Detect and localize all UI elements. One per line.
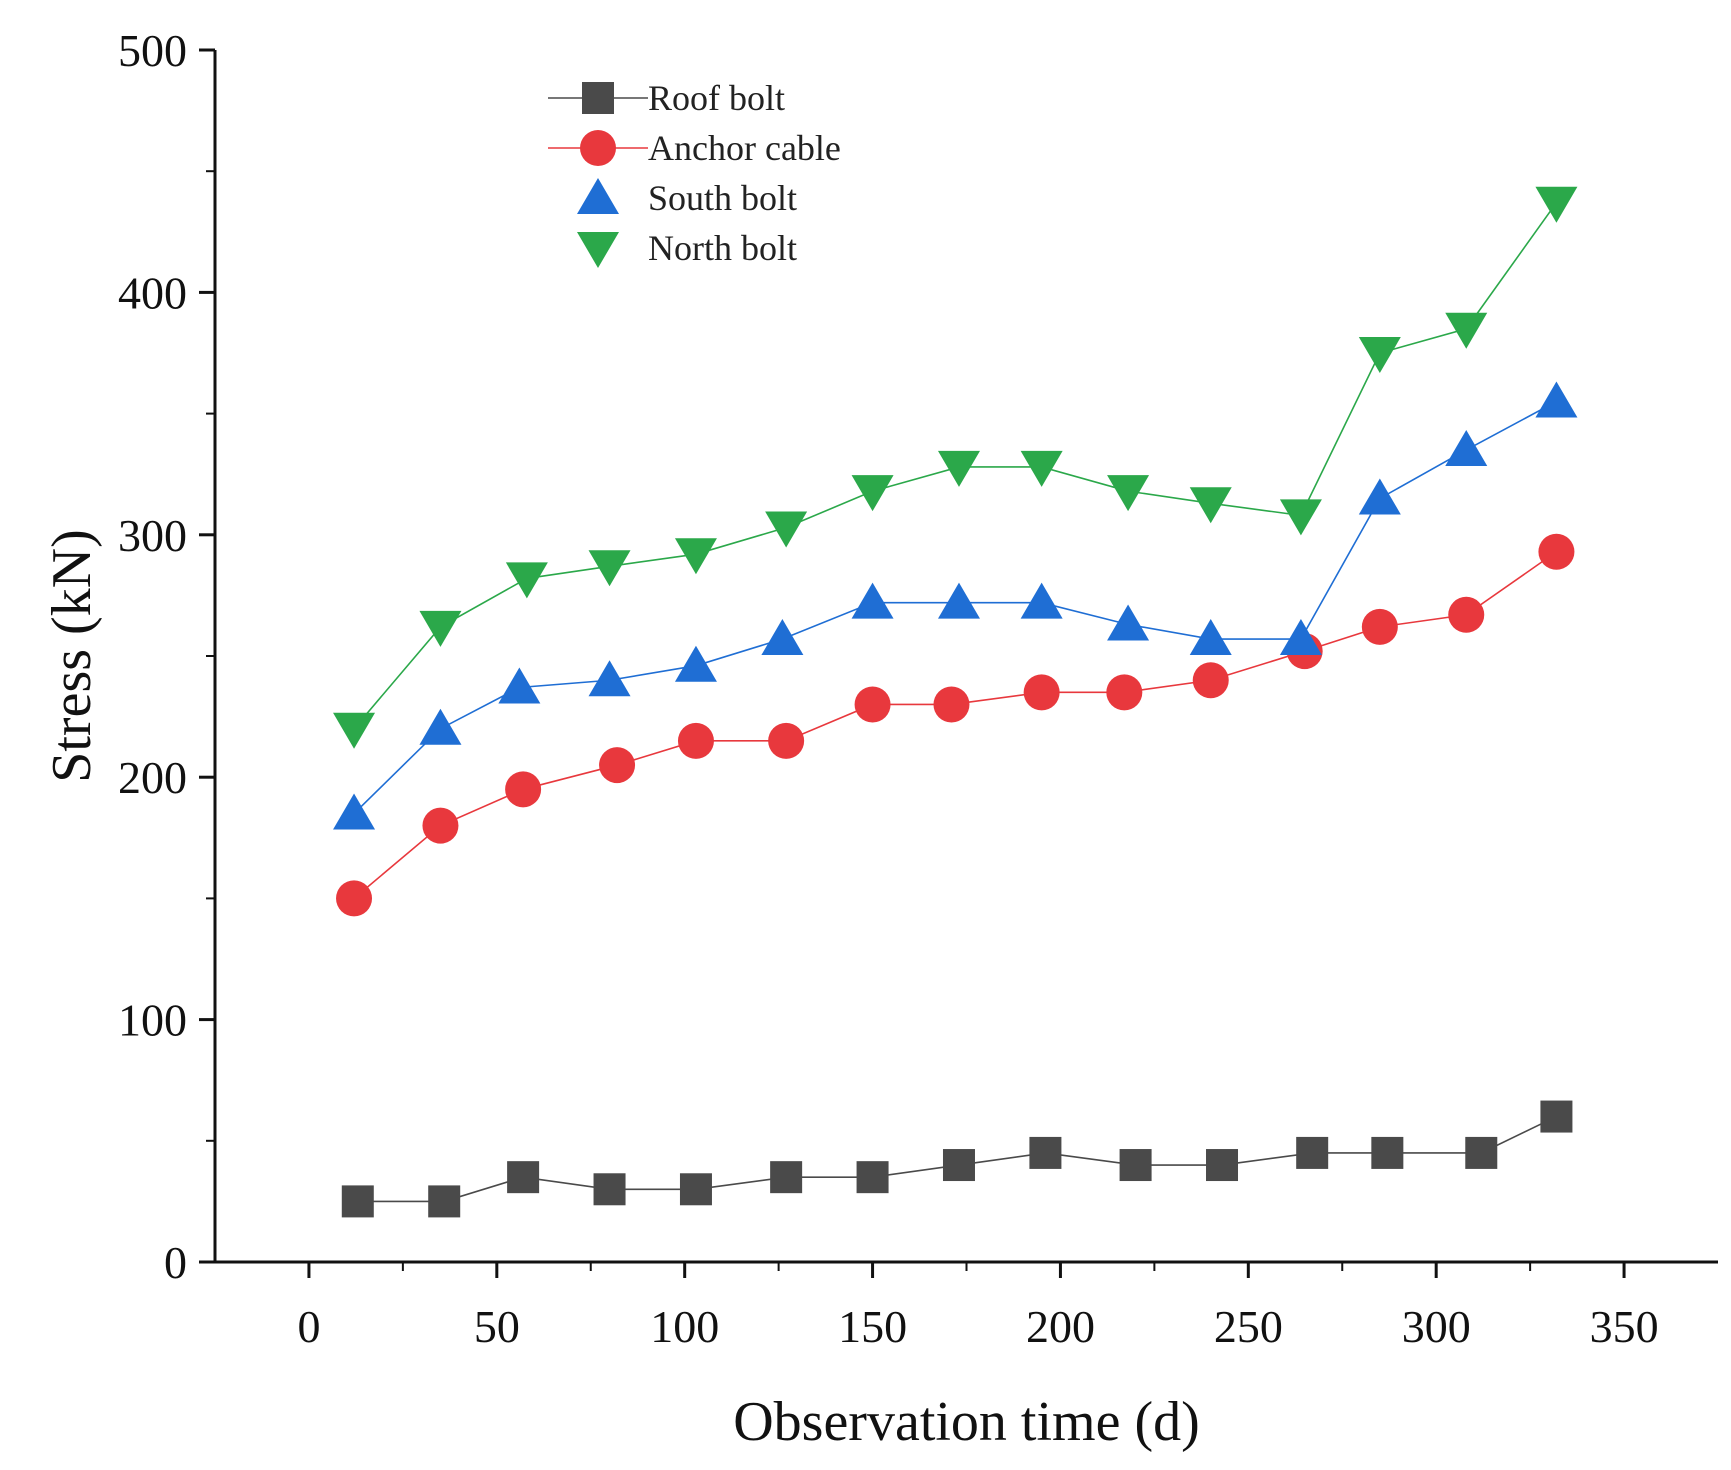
north-bolt-point [1445, 312, 1488, 349]
roof-bolt-point [1206, 1149, 1239, 1182]
roof-bolt-point [507, 1161, 540, 1194]
legend-label-anchor-cable: Anchor cable [648, 128, 841, 168]
series-roof-bolt [341, 1100, 1573, 1218]
roof-bolt-point [1119, 1149, 1152, 1182]
north-bolt-point [1189, 487, 1232, 524]
series-group [333, 186, 1578, 1218]
series-anchor-cable [336, 533, 1575, 917]
anchor-cable-point [677, 722, 714, 759]
legend: Roof bolt Anchor cable South bolt North bol… [548, 78, 841, 268]
legend-marker-south-bolt [577, 178, 619, 214]
north-bolt-point [1107, 475, 1150, 512]
x-tick-label: 50 [474, 1301, 520, 1352]
legend-entry-north-bolt: North bolt [577, 228, 797, 268]
x-tick-label: 250 [1214, 1301, 1283, 1352]
legend-entry-roof-bolt: Roof bolt [548, 78, 785, 118]
south-bolt-point [588, 660, 631, 697]
north-bolt-point [419, 610, 462, 647]
south-bolt-point [1020, 582, 1063, 619]
roof-bolt-point [341, 1185, 374, 1218]
south-bolt-point [1445, 429, 1488, 466]
roof-bolt-point [1371, 1136, 1404, 1169]
north-bolt-point [765, 511, 808, 548]
north-bolt-point [588, 550, 631, 587]
north-bolt-point [1535, 186, 1578, 223]
y-axis-title: Stress (kN) [41, 529, 103, 783]
y-tick-label: 300 [118, 510, 187, 561]
y-tick-label: 200 [118, 752, 187, 803]
x-axis-title: Observation time (d) [733, 1391, 1200, 1453]
anchor-cable-point [599, 747, 636, 784]
north-bolt-point [1358, 337, 1401, 373]
anchor-cable-point [1023, 674, 1060, 711]
anchor-cable-point [933, 686, 970, 723]
north-bolt-point [505, 562, 548, 599]
roof-bolt-point [593, 1173, 626, 1206]
anchor-cable-point [1192, 662, 1229, 699]
legend-entry-anchor-cable: Anchor cable [548, 128, 841, 168]
south-bolt-point [1107, 604, 1150, 641]
anchor-cable-point [1538, 533, 1575, 570]
y-tick-label: 100 [118, 995, 187, 1046]
y-tick-label: 0 [164, 1237, 187, 1288]
anchor-cable-point [505, 771, 542, 808]
anchor-cable-point [768, 722, 805, 759]
north-bolt-point [674, 538, 717, 575]
series-north-bolt [333, 186, 1578, 749]
south-bolt-point [761, 619, 804, 656]
anchor-cable-point [1106, 674, 1143, 711]
south-bolt-point [851, 582, 894, 619]
legend-entry-south-bolt: South bolt [577, 178, 797, 218]
legend-label-north-bolt: North bolt [648, 228, 797, 268]
south-bolt-point [498, 667, 541, 704]
x-tick-label: 350 [1590, 1301, 1659, 1352]
roof-bolt-point [1540, 1100, 1573, 1133]
legend-label-south-bolt: South bolt [648, 178, 797, 218]
roof-bolt-point [1029, 1136, 1062, 1169]
south-bolt-point [1358, 478, 1401, 515]
roof-bolt-point [856, 1161, 889, 1194]
north-bolt-point [937, 450, 980, 487]
x-tick-label: 100 [650, 1301, 719, 1352]
roof-bolt-point [679, 1173, 712, 1206]
anchor-cable-point [1361, 608, 1398, 645]
series-south-bolt [333, 381, 1578, 830]
x-tick-label: 200 [1026, 1301, 1095, 1352]
roof-bolt-point [428, 1185, 461, 1218]
north-bolt-point [1020, 450, 1063, 487]
anchor-cable-point [1448, 596, 1485, 633]
anchor-cable-point [422, 807, 459, 844]
x-tick-label: 300 [1402, 1301, 1471, 1352]
south-bolt-point [1535, 381, 1578, 418]
legend-marker-roof-bolt [582, 82, 614, 114]
y-tick-label: 400 [118, 267, 187, 318]
roof-bolt-point [1296, 1136, 1329, 1169]
north-bolt-point [333, 712, 376, 749]
anchor-cable-point [854, 686, 891, 723]
south-bolt-point [1189, 619, 1232, 656]
x-tick-label: 0 [297, 1301, 320, 1352]
north-bolt-point [1279, 499, 1322, 536]
north-bolt-point [851, 475, 894, 512]
south-bolt-point [674, 645, 717, 682]
roof-bolt-point [1465, 1136, 1498, 1169]
legend-label-roof-bolt: Roof bolt [648, 78, 785, 118]
south-bolt-point [937, 582, 980, 619]
south-bolt-point [333, 793, 376, 830]
roof-bolt-point [942, 1149, 975, 1182]
south-bolt-point [419, 708, 462, 745]
legend-marker-anchor-cable [580, 130, 616, 166]
x-tick-label: 150 [838, 1301, 907, 1352]
y-tick-label: 500 [118, 25, 187, 76]
legend-marker-north-bolt [577, 232, 619, 268]
south-bolt-point [1279, 619, 1322, 656]
roof-bolt-point [770, 1161, 803, 1194]
anchor-cable-point [336, 880, 373, 917]
axes-group: 0 50 100 150 200 250 300 350 0 100 200 300 400 500 [118, 25, 1718, 1352]
